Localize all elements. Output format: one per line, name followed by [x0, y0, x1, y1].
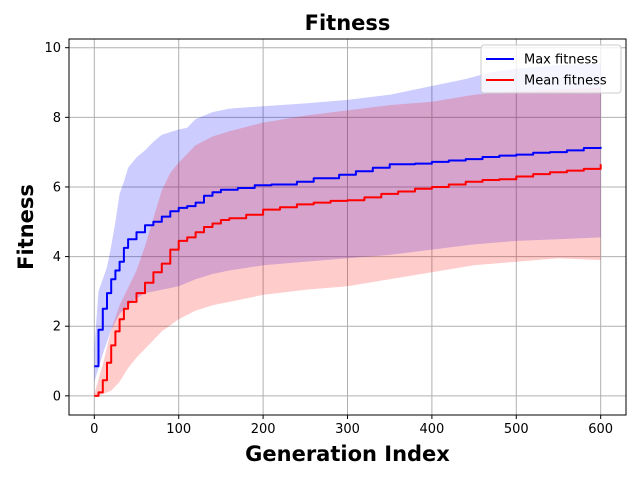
y-tick-label: 0	[53, 389, 61, 404]
chart-title: Fitness	[305, 11, 391, 35]
x-tick-label: 400	[419, 422, 444, 437]
x-tick-label: 300	[335, 422, 360, 437]
x-tick-label: 600	[588, 422, 613, 437]
band-max-fitness	[94, 63, 601, 382]
grid-lines	[69, 39, 626, 415]
legend-label-max-fitness: Max fitness	[524, 53, 598, 68]
y-axis-title: Fitness	[14, 184, 38, 270]
legend-box	[480, 44, 622, 94]
x-tick-label: 500	[504, 422, 529, 437]
legend-label-mean-fitness: Mean fitness	[524, 74, 607, 89]
series-line-max-fitness	[94, 146, 602, 368]
x-axis-title: Generation Index	[245, 442, 450, 466]
y-tick-label: 2	[53, 320, 61, 335]
axis-ticks: 0 100 200 300 400 500 600 0 2 4 6 8 10	[44, 41, 613, 437]
y-tick-label: 6	[53, 180, 61, 195]
confidence-bands	[94, 63, 601, 396]
y-tick-label: 8	[53, 111, 61, 126]
x-tick-label: 0	[90, 422, 98, 437]
x-tick-label: 200	[251, 422, 276, 437]
y-tick-label: 4	[53, 250, 61, 265]
series-line-mean-fitness	[94, 164, 602, 397]
legend: Max fitness Mean fitness	[480, 44, 622, 94]
band-mean-fitness	[94, 87, 601, 396]
y-tick-label: 10	[44, 41, 61, 56]
x-tick-label: 100	[166, 422, 191, 437]
series-lines	[94, 146, 602, 397]
